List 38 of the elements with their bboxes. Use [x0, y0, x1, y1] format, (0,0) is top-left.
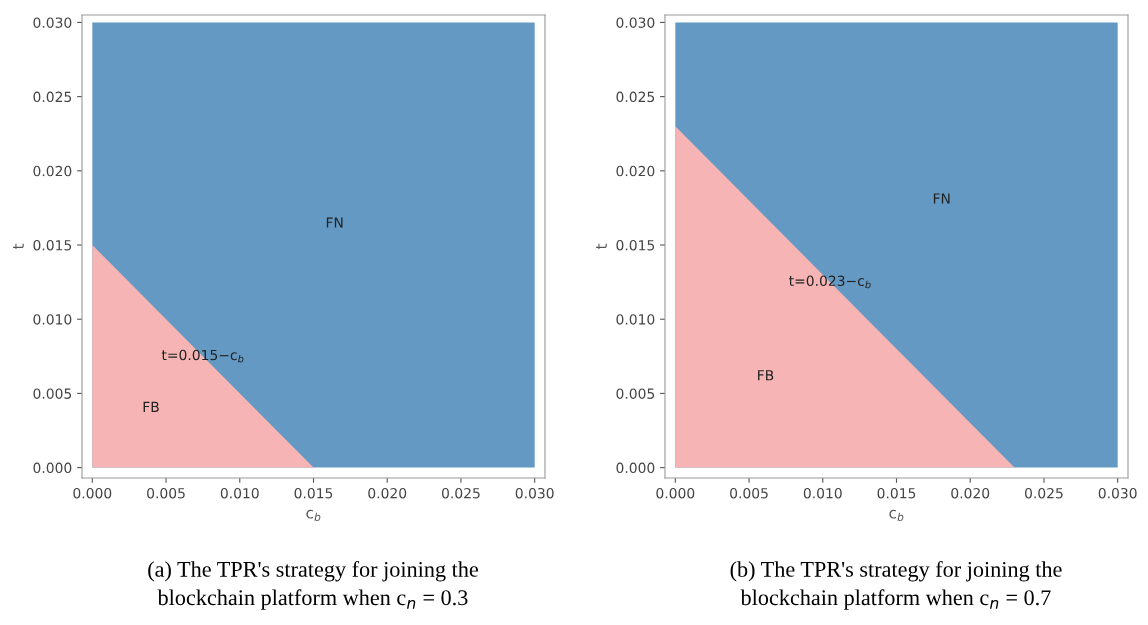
x-tick-label: 0.015: [294, 487, 333, 499]
x-axis-title: c$_{b}$: [889, 509, 904, 521]
x-tick-label: 0.015: [877, 487, 916, 499]
y-tick-label: 0.000: [616, 462, 655, 474]
x-tick-label: 0.005: [147, 487, 185, 499]
x-axis-title: c$_{b}$: [306, 509, 321, 521]
text: (b) The TPR's strategy for joining the blockchain platform when c$_{n}$ = 0.7: [730, 561, 1062, 610]
y-tick-label: 0.025: [33, 91, 72, 103]
x-tick-label: 0.020: [368, 487, 407, 499]
y-tick-label: 0.030: [616, 17, 655, 28]
x-tick-label: 0.025: [1024, 487, 1063, 499]
x-tick-label: 0.025: [441, 487, 480, 499]
y-tick-label: 0.015: [33, 239, 72, 251]
y-tick-label: 0.020: [33, 165, 72, 177]
y-tick-label: 0.015: [616, 239, 655, 251]
y-axis-title: t: [596, 243, 607, 250]
y-tick-label: 0.010: [616, 314, 655, 325]
x-tick-label: 0.010: [803, 487, 842, 499]
series-label: FB: [143, 401, 159, 412]
x-tick-label: 0.030: [1098, 487, 1137, 499]
band-label: FN: [326, 217, 343, 228]
y-tick-label: 0.020: [616, 165, 655, 177]
text: (a) The TPR's strategy for joining the blockchain platform when c$_{n}$ = 0.3: [148, 561, 478, 610]
x-tick-label: 0.020: [951, 487, 990, 499]
y-tick-label: 0.025: [616, 91, 655, 103]
x-tick-label: 0.010: [220, 487, 259, 499]
series-label: FB: [758, 370, 774, 381]
y-tick-label: 0.000: [33, 462, 72, 474]
x-tick-label: 0.030: [515, 487, 554, 499]
y-tick-label: 0.030: [33, 17, 72, 28]
band-label: FN: [933, 193, 950, 204]
x-tick-label: 0.000: [656, 487, 695, 499]
x-tick-label: 0.000: [73, 487, 112, 499]
y-tick-label: 0.005: [33, 388, 72, 399]
y-tick-label: 0.005: [616, 388, 655, 399]
x-tick-label: 0.005: [730, 487, 768, 499]
y-axis-title: t: [13, 243, 24, 250]
y-tick-label: 0.010: [33, 314, 72, 325]
